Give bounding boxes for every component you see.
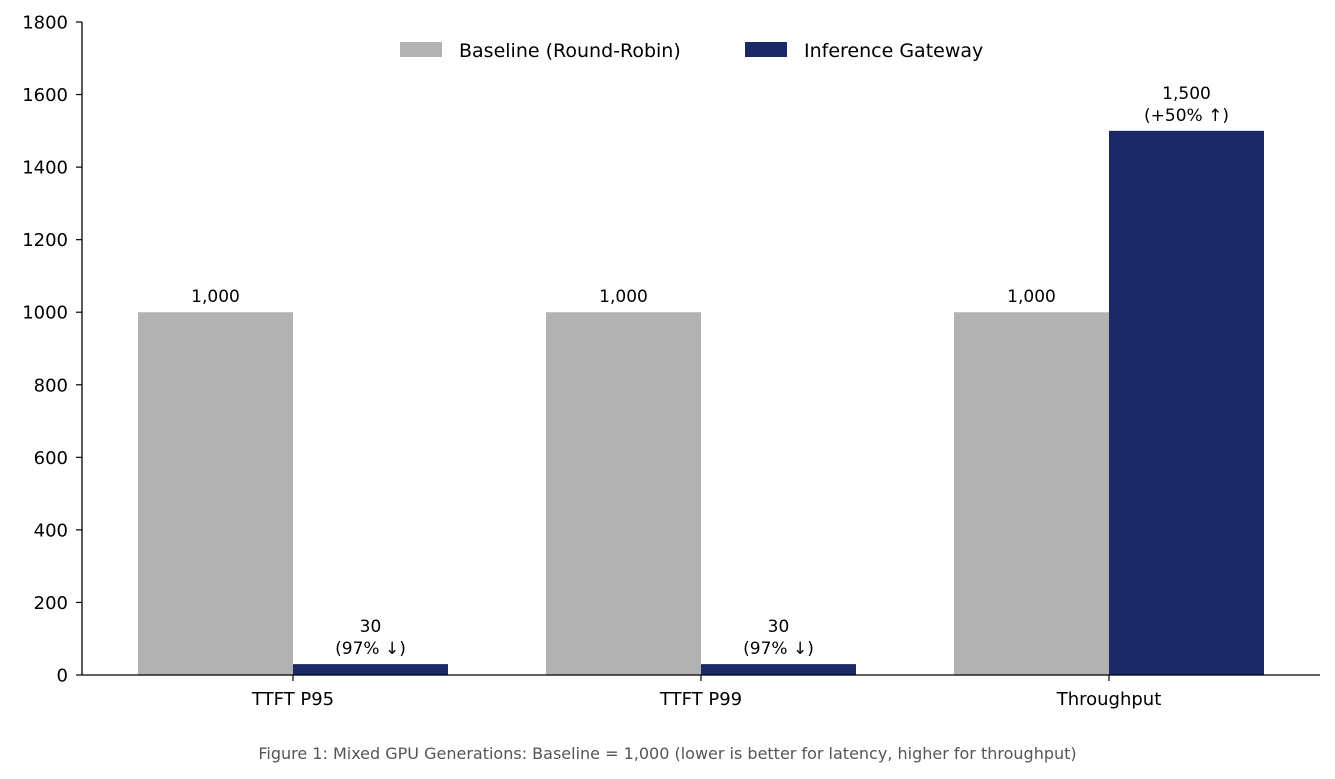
bar-0-0 — [138, 312, 293, 675]
legend-label: Baseline (Round-Robin) — [459, 40, 681, 62]
x-tick-label: TTFT P95 — [251, 689, 334, 710]
bar-1-0 — [293, 664, 448, 675]
y-tick-label: 200 — [34, 593, 68, 614]
bar-value-label: 1,000 — [1007, 287, 1056, 307]
bar-value-label: 30 — [360, 617, 382, 637]
y-tick-label: 400 — [34, 520, 68, 541]
legend: Baseline (Round-Robin) Inference Gateway — [400, 40, 983, 62]
axes: 0 200 400 600 800 1000 1200 1400 1600 1800 TTFT P9… — [22, 13, 1320, 710]
bar-value-label: 1,000 — [599, 287, 648, 307]
legend-swatch — [745, 42, 787, 57]
bar-value-label: 1,000 — [191, 287, 240, 307]
bar-value-label: 30 — [768, 617, 790, 637]
legend-swatch — [400, 42, 442, 57]
bar-0-1 — [546, 312, 701, 675]
y-tick-label: 1400 — [22, 158, 68, 179]
bars — [138, 130, 1264, 676]
bar-1-2 — [1109, 130, 1264, 676]
bar-1-1 — [701, 664, 856, 675]
y-tick-label: 1600 — [22, 85, 68, 106]
y-tick-label: 600 — [34, 448, 68, 469]
bar-value-label: 1,500 — [1162, 84, 1211, 104]
bar-value-label: (97% ↓) — [743, 639, 814, 659]
y-tick-label: 1000 — [22, 303, 68, 324]
y-tick-label: 0 — [57, 666, 68, 687]
x-tick-label: TTFT P99 — [659, 689, 742, 710]
bar-0-2 — [954, 312, 1109, 675]
x-tick-label: Throughput — [1056, 689, 1162, 710]
y-tick-label: 800 — [34, 375, 68, 396]
bar-value-label: (+50% ↑) — [1144, 106, 1229, 126]
legend-label: Inference Gateway — [804, 40, 983, 62]
figure-caption: Figure 1: Mixed GPU Generations: Baselin… — [258, 744, 1077, 763]
y-tick-label: 1200 — [22, 230, 68, 251]
y-tick-label: 1800 — [22, 13, 68, 34]
bar-value-label: (97% ↓) — [335, 639, 406, 659]
